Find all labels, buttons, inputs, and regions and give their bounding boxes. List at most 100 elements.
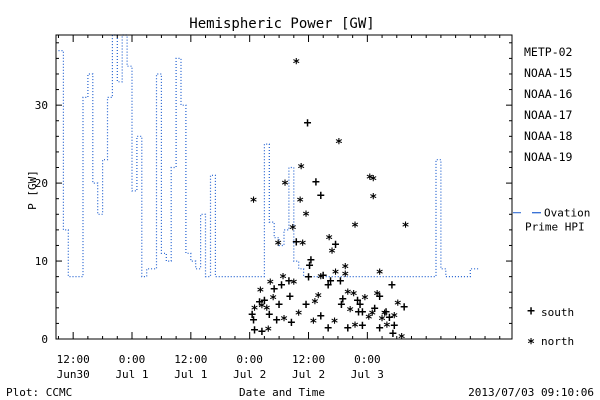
noaa-15-north-point: * [390,311,398,326]
x-tick-label: 12:00 [174,353,207,366]
noaa-16-south-point: + [339,292,347,307]
noaa-18-north-point: * [280,314,288,329]
metp-02-south-point: + [388,278,396,293]
metp-02-north-point: * [302,210,310,225]
noaa-15-north-point: * [344,288,352,303]
hemisphere-label-south: south [541,306,574,319]
ovation-prime-label: Ovation [544,207,590,220]
ovation-prime-marker: Ovation Prime HPI [513,207,590,234]
x-tick-label-date: Jun30 [57,368,90,381]
noaa-18-north-point: * [331,317,339,332]
noaa-18-north-point: * [368,309,376,324]
metp-02-south-point: + [250,313,258,328]
legend: METP-02 NOAA-15 NOAA-16 NOAA-17 NOAA-18 NOAA-… [524,45,574,352]
y-tick-label: 20 [35,177,48,190]
noaa-16-north-point: * [263,303,271,318]
metp-02-north-point: * [341,270,349,285]
noaa-18-north-point: * [351,320,359,335]
x-tick-label: 12:00 [292,353,325,366]
x-tick-label-date: Jul 2 [292,368,325,381]
noaa-16-north-point: * [346,305,354,320]
y-tick-label: 10 [35,255,48,268]
noaa-16-north-point: * [378,314,386,329]
x-axis-label: Date and Time [239,386,325,399]
hemisphere-symbol-north: * [527,337,535,352]
noaa-18-south-point: + [389,326,397,341]
noaa-15-south-point: + [382,305,390,320]
noaa-16-south-point: + [312,175,320,190]
noaa-19-north-point: * [366,172,374,187]
x-tick-label-date: Jul 3 [351,368,384,381]
metp-02-north-point: * [350,289,358,304]
noaa-19-north-point: * [376,267,384,282]
noaa-16-south-point: + [256,295,264,310]
noaa-15-south-point: + [285,274,293,289]
metp-02-north-point: * [325,233,333,248]
legend-entry-noaa-17: NOAA-17 [524,108,573,122]
legend-entry-noaa-18: NOAA-18 [524,129,573,143]
noaa-15-south-point: + [336,274,344,289]
x-tick-label: 0:00 [236,353,263,366]
noaa-18-north-point: * [264,324,272,339]
metp-02-north-point: * [289,223,297,238]
noaa-19-north-point: * [274,239,282,254]
noaa-16-north-point: * [332,267,340,282]
footer-plot-source: Plot: CCMC [6,386,72,399]
metp-02-north-point: * [381,309,389,324]
noaa-16-south-point: + [270,282,278,297]
noaa-18-south-point: + [344,321,352,336]
metp-02-north-point: * [365,313,373,328]
noaa-15-south-point: + [354,294,362,309]
noaa-18-south-point: + [251,323,259,338]
noaa-19-south-point: + [359,305,367,320]
x-tick-label-date: Jul 2 [233,368,266,381]
noaa-18-north-point: * [383,320,391,335]
noaa-16-south-point: + [304,116,312,131]
noaa-18-south-point: + [258,325,266,340]
y-axis-label: P [GW] [26,170,39,210]
noaa-16-south-point: + [355,305,363,320]
metp-02-south-point: + [307,253,315,268]
noaa-19-north-point: * [351,221,359,236]
noaa-16-north-point: * [279,272,287,287]
x-tick-label: 0:00 [119,353,146,366]
noaa-15-south-point: + [319,269,327,284]
noaa-19-south-point: + [306,258,314,273]
noaa-18-south-point: + [337,297,345,312]
ovation-prime-line [58,34,481,278]
noaa-19-north-point: * [335,137,343,152]
noaa-15-north-point: * [328,246,336,261]
hemisphere-symbol-south: + [527,304,535,319]
legend-entry-noaa-16: NOAA-16 [524,87,573,101]
noaa-16-north-point: * [317,272,325,287]
noaa-18-south-point: + [359,318,367,333]
metp-02-south-point: + [278,278,286,293]
noaa-19-north-point: * [281,179,289,194]
metp-02-south-point: + [356,297,364,312]
noaa-18-north-point: * [310,317,318,332]
noaa-19-north-point: * [250,196,258,211]
noaa-18-south-point: + [287,315,295,330]
metp-02-north-point: * [394,299,402,314]
noaa-15-north-point: * [269,293,277,308]
metp-02-south-point: + [376,290,384,305]
noaa-18-south-point: + [302,297,310,312]
noaa-19-north-point: * [257,285,265,300]
x-tick-label-date: Jul 1 [115,368,148,381]
noaa-16-south-point: + [371,301,379,316]
noaa-18-north-point: * [295,309,303,324]
noaa-19-south-point: + [265,308,273,323]
noaa-15-north-point: * [299,239,307,254]
y-tick-label: 0 [41,333,48,346]
chart-title: Hemispheric Power [GW] [189,16,374,32]
noaa-15-north-point: * [311,297,319,312]
noaa-16-south-point: + [324,278,332,293]
x-tick-label-date: Jul 1 [174,368,207,381]
noaa-16-north-point: * [292,57,300,72]
ovation-prime-label-line2: Prime HPI [525,221,585,234]
plot-frame [55,34,513,340]
metp-02-south-point: + [400,300,408,315]
noaa-18-south-point: + [273,313,281,328]
noaa-15-south-point: + [275,297,283,312]
